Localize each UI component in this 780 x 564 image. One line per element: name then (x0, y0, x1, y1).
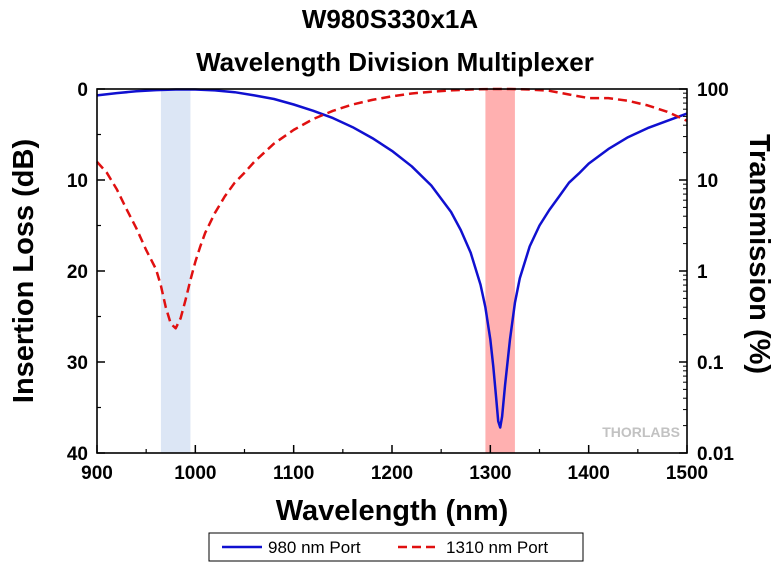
x-axis-title: Wavelength (nm) (276, 495, 509, 527)
left-y-axis-title: Insertion Loss (dB) (8, 139, 40, 403)
axis-ticks: 900 1000 1100 1200 1300 1400 1500 0 10 20 30 40 100 1… (67, 80, 735, 484)
chart-title-line-2: Wavelength Division Multiplexer (196, 47, 594, 77)
left-y-tick-label: 10 (67, 171, 88, 192)
x-tick-label: 1400 (568, 463, 610, 484)
legend-box (208, 532, 584, 562)
shaded-band-2 (485, 89, 515, 453)
series-line-980-port (96, 88, 688, 429)
right-y-tick-label: 100 (697, 80, 729, 101)
x-tick-label: 900 (81, 463, 113, 484)
left-y-tick-label: 20 (67, 262, 88, 283)
legend: 980 nm Port 1310 nm Port (208, 532, 584, 562)
left-y-tick-label: 30 (67, 353, 88, 374)
right-y-tick-label: 10 (697, 171, 718, 192)
x-tick-label: 1300 (469, 463, 511, 484)
series-line-1310-port (96, 87, 688, 330)
chart-title-line-1: W980S330x1A (302, 4, 479, 34)
legend-label-1310: 1310 nm Port (446, 538, 548, 557)
shaded-band-1 (160, 89, 191, 453)
right-y-tick-label: 1 (697, 262, 708, 283)
x-tick-label: 1500 (666, 463, 708, 484)
x-tick-label: 1100 (273, 463, 314, 484)
x-tick-label: 1000 (174, 463, 216, 484)
right-y-tick-label: 0.01 (697, 444, 734, 465)
left-y-tick-label: 0 (77, 80, 88, 101)
series-layer (96, 87, 688, 429)
right-y-tick-label: 0.1 (697, 353, 724, 374)
left-y-tick-label: 40 (67, 444, 88, 465)
legend-label-980: 980 nm Port (268, 538, 361, 557)
shaded-bands (160, 89, 515, 453)
right-y-axis-title: Transmission (%) (743, 134, 775, 374)
thorlabs-watermark: THORLABS (602, 424, 680, 440)
x-tick-label: 1200 (371, 463, 413, 484)
